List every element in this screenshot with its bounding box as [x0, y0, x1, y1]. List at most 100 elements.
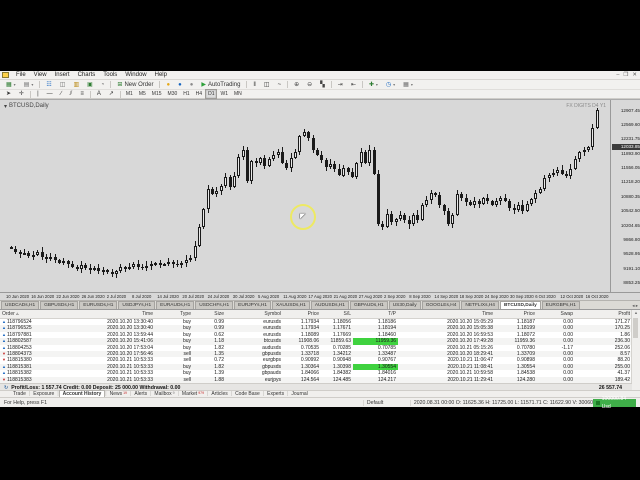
bar-chart-button[interactable]: ‖	[250, 80, 258, 90]
menu-insert[interactable]: Insert	[54, 71, 70, 78]
chart-tab-btcusd-daily[interactable]: BTCUSD,Daily	[499, 301, 541, 309]
history-row[interactable]: ▲118797881 2020.10.20 13:59:44 buy 0.62 euru…	[0, 332, 640, 338]
chart-tab-gbpusds-h1[interactable]: GBPUSDs,H1	[40, 301, 79, 309]
expert-advisors-button[interactable]: ●	[175, 80, 185, 90]
candlestick-chart-button[interactable]: ◫	[261, 80, 273, 90]
terminal-button[interactable]: ▣	[84, 80, 96, 90]
column-header-time-close[interactable]: Time	[482, 311, 493, 317]
chart-tab-usdchfs-h1[interactable]: USDCHFs,H1	[195, 301, 234, 309]
column-header-order[interactable]: Order ▵	[2, 311, 19, 317]
column-header-swap-close[interactable]: Swap	[560, 311, 573, 317]
autotrading-button[interactable]: ▶ AutoTrading	[198, 80, 243, 90]
zoom-out-button[interactable]: ⊖	[304, 80, 315, 90]
fibonacci-button[interactable]: ≡	[77, 89, 87, 99]
timeframe-d1-button[interactable]: D1	[205, 89, 218, 99]
timeframe-m15-button[interactable]: M15	[151, 91, 162, 97]
price-scale[interactable]: 12907.45 12569.60 12231.75 11893.90 11556.05…	[610, 100, 640, 293]
history-row[interactable]: ▲118815382 2020.10.21 10:53:33 buy 1.39 gbpa…	[0, 370, 640, 376]
menu-file[interactable]: File	[16, 71, 26, 78]
tile-windows-button[interactable]: ▚	[317, 80, 328, 90]
line-chart-button[interactable]: ~	[275, 80, 285, 90]
column-header-tp[interactable]: T/P	[388, 311, 396, 317]
terminal-tab-news[interactable]: News 19	[107, 391, 130, 398]
scroll-up-icon[interactable]: ▲	[634, 310, 638, 315]
metaeditor-button[interactable]: ●	[163, 80, 173, 90]
column-header-price[interactable]: Price	[307, 311, 319, 317]
strategy-tester-button[interactable]: ◔	[98, 80, 108, 90]
data-window-button[interactable]: ◫	[57, 80, 69, 90]
chart-tab-eurgbps-h1[interactable]: EURGBPs,H1	[541, 301, 580, 309]
auto-scroll-button[interactable]: ⇥	[335, 80, 346, 90]
new-order-button[interactable]: ⊞ New Order	[114, 80, 156, 90]
restore-icon[interactable]: ❐	[623, 72, 629, 78]
history-row[interactable]: ▲118804253 2020.10.20 17:53:04 buy 1.82 audu…	[0, 345, 640, 351]
script-button[interactable]: ●	[187, 80, 197, 90]
horizontal-line-button[interactable]: —	[44, 89, 56, 99]
history-row[interactable]: ▲118815381 2020.10.21 10:53:33 buy 1.82 gbpu…	[0, 363, 640, 371]
chart-tab-eurauds-h1[interactable]: EURAUDs,H1	[156, 301, 195, 309]
menu-window[interactable]: Window	[125, 71, 147, 78]
terminal-tab-exposure[interactable]: Exposure	[30, 391, 57, 398]
navigator-button[interactable]: ▥	[70, 80, 82, 90]
vertical-scrollbar[interactable]: ▲	[631, 310, 640, 391]
crosshair-tool-button[interactable]: ✛	[16, 89, 27, 99]
history-table-header[interactable]: Order ▵ Time Type Size Symbol Price S/L T/P Time…	[0, 310, 640, 319]
history-row[interactable]: ▲118796524 2020.10.20 13:30:40 buy 0.99 euru…	[0, 319, 640, 325]
indicators-button[interactable]: ✚ ▾	[366, 80, 381, 90]
timeframe-mn-button[interactable]: MN	[233, 91, 242, 97]
chart-tab-usdcads-h1[interactable]: USDCADs,H1	[1, 301, 40, 309]
chart-tab-googles-h4[interactable]: GOOGLEs,H4	[421, 301, 461, 309]
terminal-tab-code-base[interactable]: Code Base	[232, 391, 263, 398]
timeframe-m1-button[interactable]: M1	[125, 91, 133, 97]
trendline-button[interactable]: ∕	[58, 89, 65, 99]
terminal-tab-experts[interactable]: Experts	[264, 391, 287, 398]
vertical-line-button[interactable]: |	[34, 89, 42, 99]
chart-tab-eurjpys-h1[interactable]: EURJPYs,H1	[234, 301, 271, 309]
refresh-icon[interactable]: ↻	[4, 385, 9, 391]
history-row[interactable]: ▲118802587 2020.10.20 15:41:06 buy 1.18 btcu…	[0, 338, 640, 345]
timeframe-h1-button[interactable]: H1	[183, 91, 190, 97]
menu-tools[interactable]: Tools	[103, 71, 118, 78]
arrows-tool-button[interactable]: ↗	[106, 89, 117, 99]
column-header-symbol[interactable]: Symbol	[264, 311, 281, 317]
menu-charts[interactable]: Charts	[77, 71, 96, 78]
tab-scroll-arrows[interactable]: ◂ ▸	[632, 303, 638, 308]
chart-tab-audusds-h1[interactable]: AUDUSDs,H1	[310, 301, 349, 309]
history-row[interactable]: ▼118815380 2020.10.21 10:53:33 sell 0.72 eur…	[0, 357, 640, 363]
history-row[interactable]: ▼118804373 2020.10.20 17:56:46 sell 1.35 gbp…	[0, 350, 640, 358]
terminal-tab-mailbox[interactable]: Mailbox 9	[151, 391, 177, 398]
chart-tab-eurusds-h1[interactable]: EURUSDs,H1	[79, 301, 118, 309]
scrollbar-thumb[interactable]	[633, 318, 638, 338]
close-icon[interactable]: ✕	[632, 72, 637, 78]
channel-button[interactable]: ⫽	[67, 89, 76, 99]
column-header-profit-close[interactable]: Profit	[618, 311, 630, 317]
market-watch-button[interactable]: ☷	[43, 80, 54, 90]
timeframe-w1-button[interactable]: W1	[220, 91, 228, 97]
chevron-down-icon[interactable]: ▾	[4, 104, 8, 110]
cursor-tool-button[interactable]: ➤	[3, 89, 14, 99]
terminal-tab-alerts[interactable]: Alerts	[131, 391, 150, 398]
chart-tab-usdjpys-h1[interactable]: USDJPYs,H1	[118, 301, 156, 309]
history-row[interactable]: ▲118796525 2020.10.20 13:30:40 buy 0.99 euru…	[0, 325, 640, 332]
chart-tab-gbpauds-h1[interactable]: GBPAUDs,H1	[349, 301, 388, 309]
terminal-tab-market[interactable]: Market 979	[179, 391, 207, 398]
minimize-icon[interactable]: –	[616, 72, 620, 78]
menu-view[interactable]: View	[33, 71, 47, 78]
column-header-type[interactable]: Type	[180, 311, 191, 317]
terminal-tab-articles[interactable]: Articles	[208, 391, 230, 398]
column-header-price-close[interactable]: Price	[523, 311, 535, 317]
candlestick-chart[interactable]	[0, 100, 610, 293]
timeframe-h4-button[interactable]: H4	[195, 91, 203, 97]
chart-tab-us30-daily[interactable]: US30,Daily	[388, 301, 421, 309]
date-axis[interactable]: 10 Jun 2020 16 Jun 2020 22 Jun 2020 26 Jun …	[0, 292, 640, 300]
templates-button[interactable]: ▦ ▾	[400, 80, 416, 90]
history-row[interactable]: ▼118815383 2020.10.21 10:53:33 sell 1.88 eur…	[0, 376, 640, 383]
menu-help[interactable]: Help	[154, 71, 167, 78]
column-header-sl[interactable]: S/L	[343, 311, 351, 317]
timeframe-m30-button[interactable]: M30	[167, 91, 178, 97]
column-header-time[interactable]: Time	[142, 311, 153, 317]
terminal-tab-trade[interactable]: Trade	[10, 391, 29, 398]
chart-shift-button[interactable]: ⇤	[348, 80, 359, 90]
chart-tab-netflixs-h4[interactable]: NETFLIXs,H4	[461, 301, 499, 309]
new-chart-button[interactable]: ▦ ▾	[3, 80, 19, 90]
